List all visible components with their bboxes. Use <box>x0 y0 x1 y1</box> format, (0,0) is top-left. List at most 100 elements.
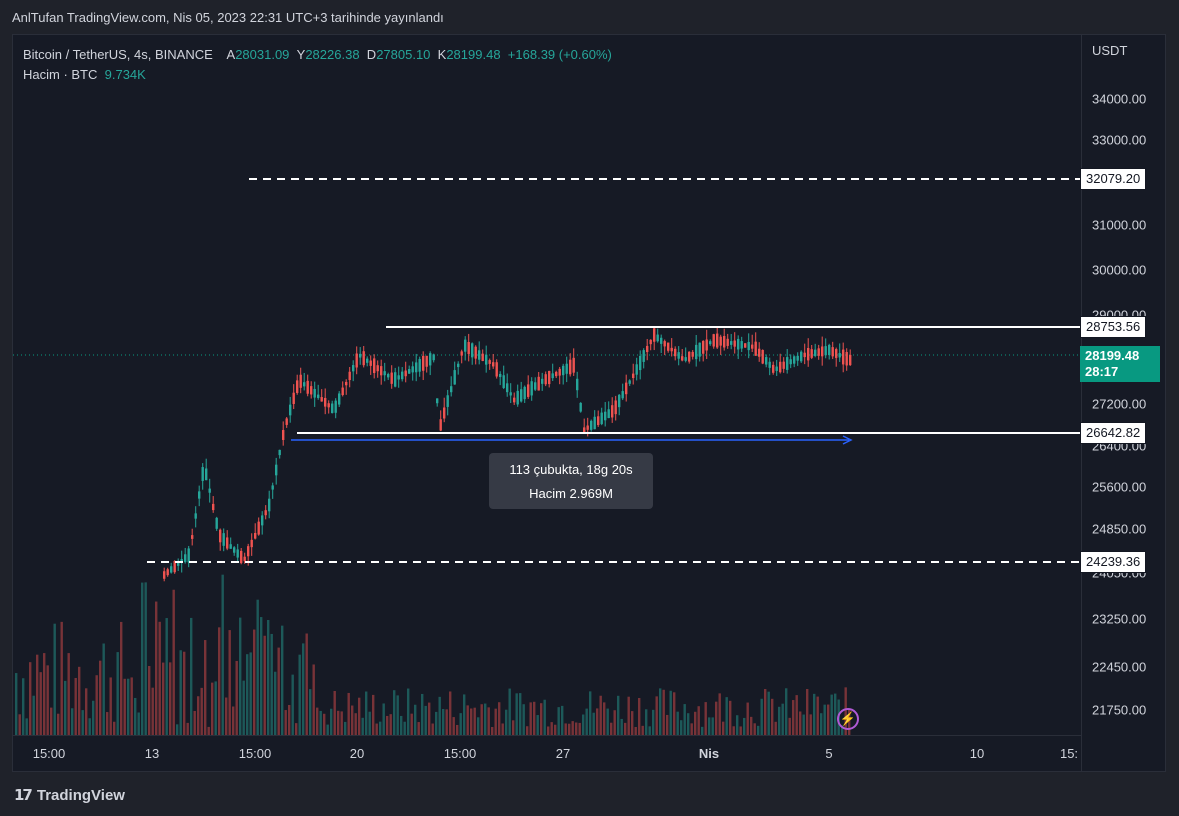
volume-bar <box>151 687 154 735</box>
candle-body <box>331 403 334 414</box>
candle-body <box>527 384 530 397</box>
volume-bar <box>585 708 588 735</box>
volume-bar <box>613 710 616 735</box>
volume-bar <box>820 713 823 735</box>
volume-bar <box>179 650 182 735</box>
candle-body <box>782 361 785 369</box>
candle-body <box>733 340 736 347</box>
candle-body <box>271 485 274 490</box>
volume-bar <box>799 711 802 735</box>
tradingview-brand[interactable]: 𝟭𝟳 TradingView <box>14 786 125 804</box>
candle-body <box>730 341 733 345</box>
candle-body <box>233 547 236 553</box>
volume-bar <box>368 711 371 735</box>
candle-body <box>359 353 362 358</box>
brand-name: TradingView <box>36 787 125 804</box>
volume-bar <box>67 653 70 735</box>
volume-bar <box>25 718 28 735</box>
volume-bar <box>666 714 669 735</box>
volume-bar <box>631 711 634 735</box>
volume-bar <box>466 705 469 735</box>
candle-body <box>345 381 348 386</box>
last-price-badge: 28199.48 28:17 <box>1080 346 1160 382</box>
volume-bar <box>571 721 574 735</box>
volume-bar <box>456 724 459 735</box>
candle-body <box>635 364 638 375</box>
volume-bar <box>113 721 116 735</box>
volume-bar <box>15 673 18 735</box>
symbol-name[interactable]: Bitcoin / TetherUS, 4s, BINANCE <box>23 47 213 62</box>
volume-bar <box>330 708 333 735</box>
price-chart[interactable] <box>13 35 1081 735</box>
currency-label[interactable]: USDT <box>1092 43 1128 58</box>
candle-body <box>464 339 467 352</box>
volume-bar <box>260 617 263 735</box>
candle-body <box>352 365 355 372</box>
volume-bar <box>508 688 511 735</box>
candle-body <box>702 340 705 354</box>
chart-frame[interactable]: Bitcoin / TetherUS, 4s, BINANCE A28031.0… <box>12 34 1166 772</box>
candle-body <box>628 380 631 384</box>
volume-bar <box>669 690 672 735</box>
volume-bar <box>50 707 53 735</box>
candle-body <box>401 371 404 380</box>
candle-body <box>516 390 519 405</box>
candle-body <box>709 341 712 345</box>
candle-body <box>187 548 190 563</box>
volume-label[interactable]: Hacim · BTC <box>23 67 98 82</box>
time-axis[interactable]: 15:00 13 15:00 20 15:00 27 Nis 5 10 15: <box>13 735 1081 771</box>
candle-body <box>201 467 204 481</box>
volume-bar <box>88 718 91 735</box>
volume-bar <box>687 713 690 735</box>
candle-body <box>257 521 260 535</box>
y-tick: 27200.00 <box>1092 396 1147 412</box>
candle-body <box>362 351 365 366</box>
volume-bar <box>536 715 539 735</box>
x-tick: 27 <box>555 746 571 761</box>
volume-bar <box>43 653 46 735</box>
volume-bar <box>722 721 725 735</box>
volume-bar <box>71 708 74 735</box>
candle-body <box>184 554 187 563</box>
volume-bar <box>568 723 571 735</box>
volume-bar <box>711 717 714 735</box>
volume-bar <box>347 692 350 735</box>
volume-bar <box>256 599 259 735</box>
volume-bar <box>690 723 693 735</box>
volume-bar <box>638 698 641 735</box>
volume-bar <box>337 710 340 735</box>
candle-body <box>817 348 820 356</box>
price-axis[interactable]: USDT 34000.00 33000.00 31000.00 30000.00… <box>1080 35 1165 771</box>
candle-body <box>691 351 694 357</box>
measure-volume: Hacim 2.969M <box>529 486 613 501</box>
volume-bar <box>774 721 777 735</box>
candle-body <box>390 372 393 384</box>
candle-body <box>310 386 313 395</box>
candle-body <box>194 513 197 519</box>
candle-body <box>653 328 656 342</box>
volume-bar <box>148 666 151 735</box>
candle-body <box>835 349 838 358</box>
volume-bar <box>753 723 756 735</box>
volume-value: 9.734K <box>104 67 146 82</box>
volume-bar <box>673 692 676 735</box>
candle-body <box>705 339 708 351</box>
candle-body <box>663 341 666 347</box>
volume-bar <box>400 715 403 735</box>
candle-body <box>327 403 330 408</box>
volume-bar <box>358 697 361 735</box>
candle-body <box>488 360 491 364</box>
volume-bar <box>708 717 711 735</box>
volume-bar <box>137 712 140 735</box>
volume-bar <box>592 712 595 735</box>
volume-bar <box>81 710 84 735</box>
candle-body <box>219 529 222 543</box>
volume-bar <box>767 691 770 735</box>
candle-body <box>768 361 771 368</box>
plot-area[interactable]: Bitcoin / TetherUS, 4s, BINANCE A28031.0… <box>13 35 1081 735</box>
candle-body <box>551 373 554 379</box>
volume-bar <box>302 643 305 735</box>
candle-body <box>383 371 386 376</box>
candle-body <box>562 365 565 376</box>
lightning-icon[interactable]: ⚡ <box>837 708 859 730</box>
